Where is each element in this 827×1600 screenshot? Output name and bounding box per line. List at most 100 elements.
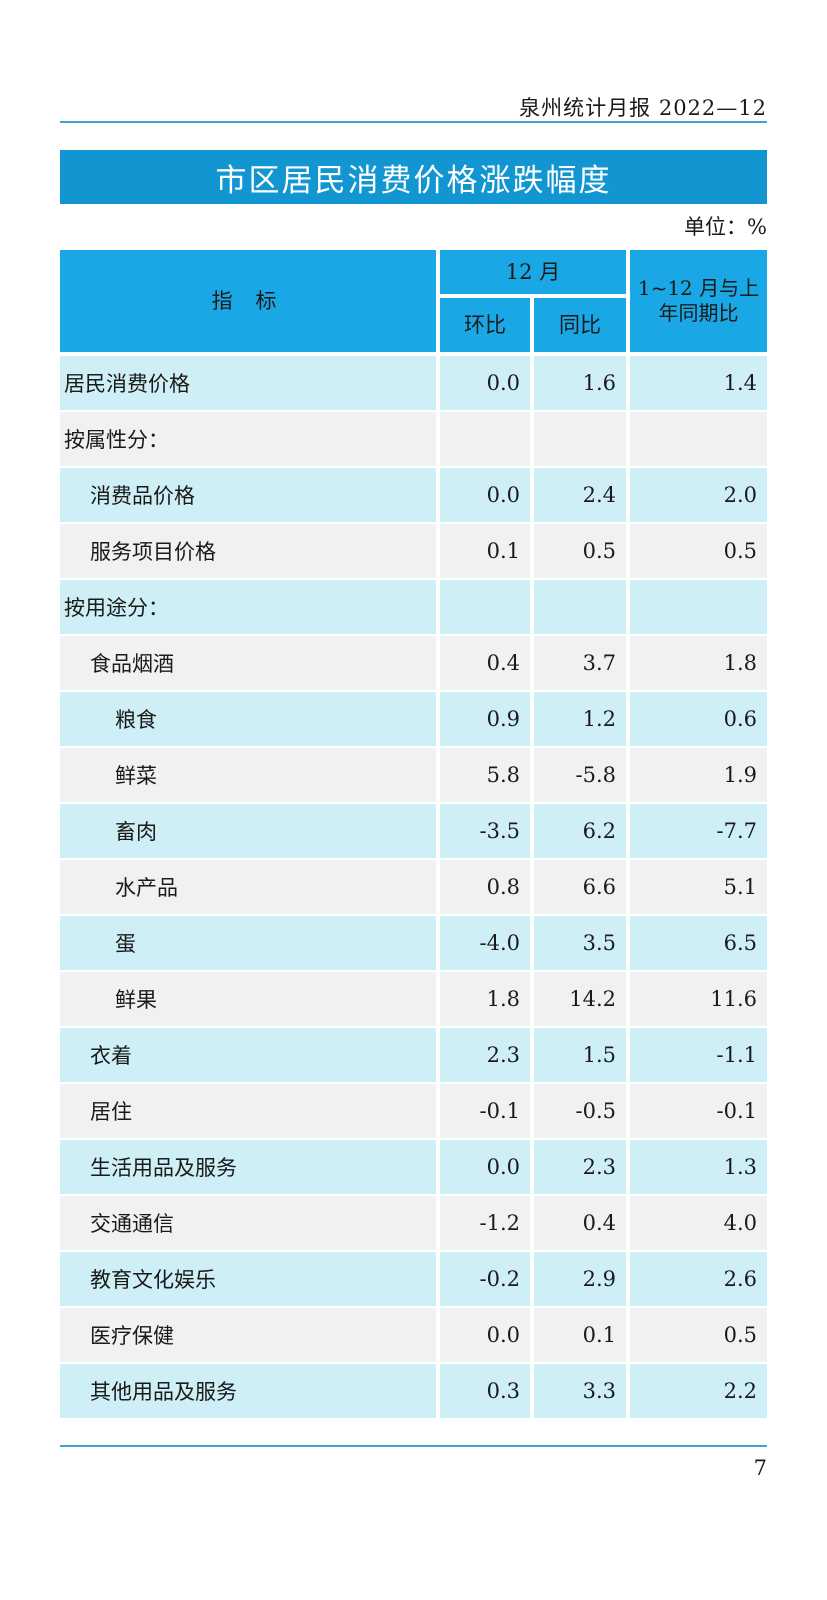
mom-value: 0.0 — [436, 466, 534, 524]
row-label: 鲜菜 — [60, 746, 440, 804]
page-number: 7 — [753, 1456, 767, 1480]
row-label: 居民消费价格 — [60, 353, 440, 412]
row-label: 蛋 — [60, 914, 440, 972]
unit-label: 单位：% — [684, 215, 767, 239]
column-header-mom: 环比 — [436, 294, 534, 356]
row-label: 居住 — [60, 1082, 440, 1140]
table-row: 鲜果 1.8 14.2 11.6 — [60, 970, 767, 1028]
mom-value: -4.0 — [436, 914, 534, 972]
yoy-value: 1.2 — [530, 690, 630, 748]
ytd-value: 2.2 — [626, 1362, 767, 1420]
row-label: 畜肉 — [60, 802, 440, 860]
mom-value: 0.3 — [436, 1362, 534, 1420]
table-row: 粮食 0.9 1.2 0.6 — [60, 690, 767, 748]
row-label: 按属性分： — [60, 410, 440, 468]
ytd-value: 0.5 — [626, 1306, 767, 1364]
table-row: 服务项目价格 0.1 0.5 0.5 — [60, 522, 767, 580]
row-label: 其他用品及服务 — [60, 1362, 440, 1420]
table-row: 鲜菜 5.8 -5.8 1.9 — [60, 746, 767, 804]
ytd-value: 1.8 — [626, 634, 767, 692]
ytd-value: 6.5 — [626, 914, 767, 972]
mom-value: 0.9 — [436, 690, 534, 748]
ytd-value — [626, 578, 767, 636]
running-header: 泉州统计月报 2022—12 — [519, 96, 767, 120]
ytd-value: 11.6 — [626, 970, 767, 1028]
ytd-value: 5.1 — [626, 858, 767, 916]
mom-value: 0.8 — [436, 858, 534, 916]
mom-value: 0.0 — [436, 353, 534, 412]
row-label: 教育文化娱乐 — [60, 1250, 440, 1308]
ytd-value: 2.6 — [626, 1250, 767, 1308]
mom-value: 0.0 — [436, 1138, 534, 1196]
table-row: 生活用品及服务 0.0 2.3 1.3 — [60, 1138, 767, 1196]
row-label: 粮食 — [60, 690, 440, 748]
mom-value: 2.3 — [436, 1026, 534, 1084]
table-row: 消费品价格 0.0 2.4 2.0 — [60, 466, 767, 524]
row-label: 食品烟酒 — [60, 634, 440, 692]
yoy-value: 0.5 — [530, 522, 630, 580]
mom-value: -1.2 — [436, 1194, 534, 1252]
table-row: 衣着 2.3 1.5 -1.1 — [60, 1026, 767, 1084]
column-header-yoy: 同比 — [530, 294, 630, 356]
ytd-value: 1.3 — [626, 1138, 767, 1196]
yoy-value: 2.3 — [530, 1138, 630, 1196]
table-row: 按用途分： — [60, 578, 767, 636]
mom-value — [436, 410, 534, 468]
yoy-value: 0.4 — [530, 1194, 630, 1252]
footer-rule — [60, 1445, 767, 1447]
row-label: 医疗保健 — [60, 1306, 440, 1364]
column-header-month: 12 月 — [436, 246, 630, 298]
ytd-value: -1.1 — [626, 1026, 767, 1084]
yoy-value: -0.5 — [530, 1082, 630, 1140]
ytd-value: 0.5 — [626, 522, 767, 580]
row-label: 消费品价格 — [60, 466, 440, 524]
ytd-value: 1.4 — [626, 353, 767, 412]
mom-value: 0.4 — [436, 634, 534, 692]
yoy-value: 0.1 — [530, 1306, 630, 1364]
yoy-value: -5.8 — [530, 746, 630, 804]
yoy-value: 1.6 — [530, 353, 630, 412]
table-row: 居住 -0.1 -0.5 -0.1 — [60, 1082, 767, 1140]
yoy-value — [530, 410, 630, 468]
ytd-value: -7.7 — [626, 802, 767, 860]
ytd-value: 4.0 — [626, 1194, 767, 1252]
mom-value: 0.1 — [436, 522, 534, 580]
header-rule — [60, 121, 767, 123]
price-change-table: 指 标 12 月 1~12 月与上年同期比 环比 同比 居民消费价格 0.0 1.6… — [60, 246, 767, 1420]
table-row: 畜肉 -3.5 6.2 -7.7 — [60, 802, 767, 860]
row-label: 鲜果 — [60, 970, 440, 1028]
mom-value: -3.5 — [436, 802, 534, 860]
row-label: 服务项目价格 — [60, 522, 440, 580]
yoy-value — [530, 578, 630, 636]
table-row: 其他用品及服务 0.3 3.3 2.2 — [60, 1362, 767, 1420]
table-row: 食品烟酒 0.4 3.7 1.8 — [60, 634, 767, 692]
yoy-value: 14.2 — [530, 970, 630, 1028]
yoy-value: 6.6 — [530, 858, 630, 916]
row-label: 按用途分： — [60, 578, 440, 636]
ytd-value: 1.9 — [626, 746, 767, 804]
table-title: 市区居民消费价格涨跌幅度 — [60, 150, 767, 204]
table-row: 按属性分： — [60, 410, 767, 468]
table-body: 居民消费价格 0.0 1.6 1.4 按属性分： 消费品价格 0.0 2.4 2.0 服务项目价格… — [60, 353, 767, 1420]
table-row: 医疗保健 0.0 0.1 0.5 — [60, 1306, 767, 1364]
row-label: 水产品 — [60, 858, 440, 916]
table-row: 居民消费价格 0.0 1.6 1.4 — [60, 353, 767, 412]
yoy-value: 3.5 — [530, 914, 630, 972]
yoy-value: 3.3 — [530, 1362, 630, 1420]
ytd-value: -0.1 — [626, 1082, 767, 1140]
ytd-value: 0.6 — [626, 690, 767, 748]
yoy-value: 2.4 — [530, 466, 630, 524]
table-row: 教育文化娱乐 -0.2 2.9 2.6 — [60, 1250, 767, 1308]
row-label: 交通通信 — [60, 1194, 440, 1252]
yoy-value: 2.9 — [530, 1250, 630, 1308]
yoy-value: 3.7 — [530, 634, 630, 692]
row-label: 生活用品及服务 — [60, 1138, 440, 1196]
table-row: 交通通信 -1.2 0.4 4.0 — [60, 1194, 767, 1252]
table-row: 水产品 0.8 6.6 5.1 — [60, 858, 767, 916]
yoy-value: 6.2 — [530, 802, 630, 860]
yoy-value: 1.5 — [530, 1026, 630, 1084]
mom-value: -0.1 — [436, 1082, 534, 1140]
ytd-value — [626, 410, 767, 468]
mom-value: 0.0 — [436, 1306, 534, 1364]
mom-value: 1.8 — [436, 970, 534, 1028]
